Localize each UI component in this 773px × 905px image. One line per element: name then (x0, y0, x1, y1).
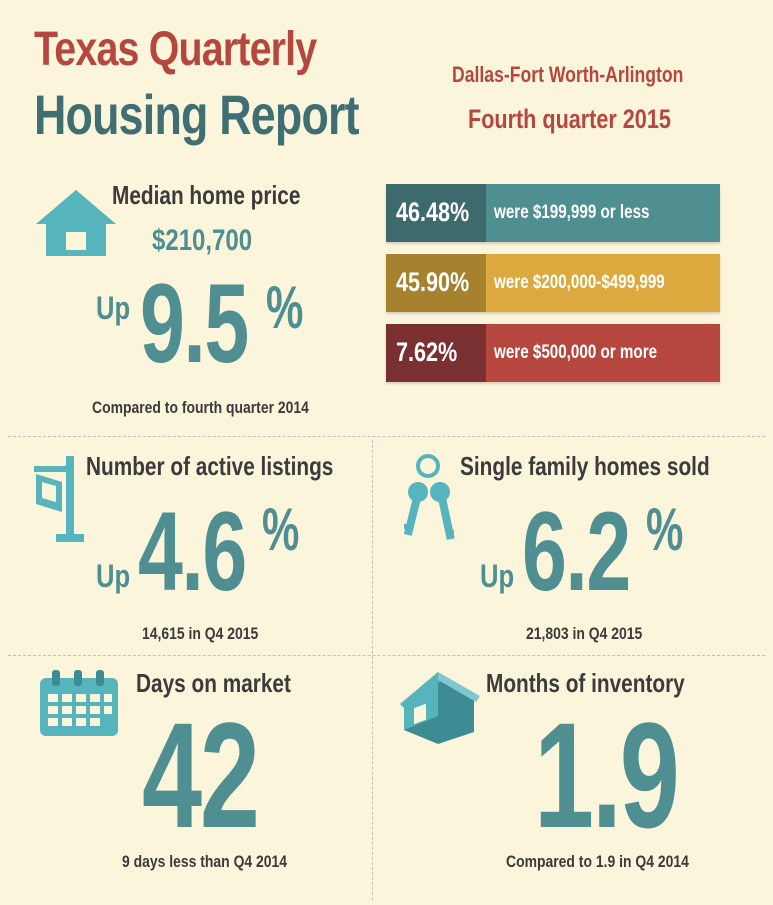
price-band-mid-percent: 45.90% (396, 267, 470, 297)
price-band-low-percent-box (386, 184, 486, 242)
divider-vertical (372, 440, 373, 900)
homes-sold-unit: % (646, 496, 684, 563)
price-band-high: 7.62% were $500,000 or more (386, 324, 720, 382)
keys-icon (403, 454, 455, 540)
house-3d-icon (400, 672, 480, 744)
price-band-high-label: were $500,000 or more (494, 342, 658, 363)
median-price-unit: % (266, 274, 304, 341)
days-on-market-value: 42 (142, 691, 260, 859)
report-title-line1: Texas Quarterly (34, 23, 317, 76)
months-inventory-detail: Compared to 1.9 in Q4 2014 (506, 852, 689, 871)
divider-horizontal-1 (8, 436, 765, 437)
house-icon (36, 190, 116, 256)
region-name: Dallas-Fort Worth-Arlington (452, 62, 684, 87)
active-listings-change: 4.6 (138, 489, 247, 614)
report-title-line2: Housing Report (34, 83, 360, 146)
price-band-mid: 45.90% were $200,000-$499,999 (386, 254, 720, 312)
median-price-direction: Up (96, 290, 131, 326)
price-band-low-percent: 46.48% (396, 197, 470, 227)
active-listings-label: Number of active listings (86, 451, 334, 481)
price-band-high-percent: 7.62% (396, 337, 458, 367)
price-band-low-label: were $199,999 or less (494, 202, 650, 223)
days-on-market-label: Days on market (136, 668, 291, 698)
active-listings-detail: 14,615 in Q4 2015 (142, 624, 259, 643)
days-on-market-detail: 9 days less than Q4 2014 (122, 852, 288, 871)
price-band-high-percent-box (386, 324, 486, 382)
divider-horizontal-2 (8, 655, 765, 656)
months-inventory-value: 1.9 (534, 691, 680, 859)
price-band-mid-label: were $200,000-$499,999 (494, 272, 665, 293)
homes-sold-detail: 21,803 in Q4 2015 (526, 624, 643, 643)
median-price-value: $210,700 (152, 224, 253, 257)
active-listings-direction: Up (96, 558, 131, 594)
median-price-comparison: Compared to fourth quarter 2014 (92, 398, 309, 417)
quarter-label: Fourth quarter 2015 (468, 104, 671, 134)
median-price-change: 9.5 (140, 261, 249, 386)
calendar-icon (40, 670, 118, 736)
price-band-mid-percent-box (386, 254, 486, 312)
price-band-low: 46.48% were $199,999 or less (386, 184, 720, 242)
median-price-label: Median home price (112, 180, 301, 210)
active-listings-unit: % (262, 496, 300, 563)
homes-sold-change: 6.2 (522, 489, 631, 614)
homes-sold-label: Single family homes sold (460, 451, 710, 481)
for-sale-sign-icon (34, 456, 84, 542)
months-inventory-label: Months of inventory (486, 668, 685, 698)
homes-sold-direction: Up (480, 558, 515, 594)
